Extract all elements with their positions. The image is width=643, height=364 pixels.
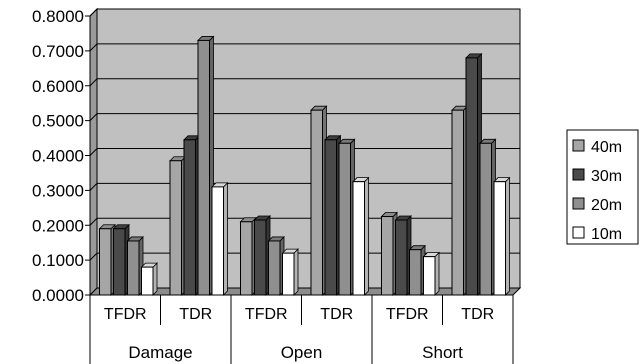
y-tick-label: 0.6000 bbox=[32, 77, 84, 96]
y-tick-label: 0.7000 bbox=[32, 42, 84, 61]
legend-label: 30m bbox=[591, 168, 622, 185]
legend-label: 20m bbox=[591, 197, 622, 214]
y-tick-label: 0.8000 bbox=[32, 7, 84, 26]
x-category-label: TFDR bbox=[245, 306, 288, 323]
legend-swatch bbox=[572, 168, 585, 181]
bar bbox=[479, 138, 497, 296]
x-axis-categories: TFDR TDR TFDR TDR TFDR TDR Damage Open Short bbox=[89, 294, 514, 364]
bar-side bbox=[434, 251, 440, 296]
bar bbox=[324, 134, 342, 296]
legend-swatch bbox=[572, 226, 585, 239]
bar-front bbox=[197, 39, 210, 296]
bar bbox=[493, 176, 511, 296]
x-category-label: TDR bbox=[461, 306, 494, 323]
bar-front bbox=[254, 219, 267, 296]
bar bbox=[338, 138, 356, 296]
y-tick-label: 0.4000 bbox=[32, 147, 84, 166]
bar bbox=[239, 216, 257, 296]
y-tick-label: 0.2000 bbox=[32, 216, 84, 235]
gridline-side bbox=[89, 183, 98, 191]
y-tick-label: 0.5000 bbox=[32, 112, 84, 131]
x-group-label: Short bbox=[422, 343, 463, 362]
legend-swatch bbox=[572, 139, 585, 152]
gridline-side bbox=[89, 113, 98, 121]
x-category-label: TDR bbox=[179, 306, 212, 323]
bar-front bbox=[310, 109, 323, 296]
bar-side bbox=[293, 248, 299, 296]
bar-side bbox=[223, 181, 228, 296]
bar-front bbox=[409, 249, 422, 296]
bar bbox=[197, 35, 215, 296]
bar bbox=[394, 215, 412, 296]
bar-front bbox=[183, 139, 196, 296]
legend: 40m 30m 20m 10m bbox=[566, 129, 639, 245]
bar bbox=[98, 223, 116, 296]
bar-front bbox=[338, 142, 351, 296]
bar bbox=[112, 223, 130, 296]
gridline-side bbox=[89, 148, 98, 156]
bar bbox=[183, 134, 201, 296]
y-tick-label: 0.1000 bbox=[32, 251, 84, 270]
bar-front bbox=[479, 142, 492, 296]
gridlines bbox=[89, 8, 520, 261]
bar bbox=[408, 244, 426, 296]
bar bbox=[422, 251, 440, 296]
bar-side bbox=[364, 176, 369, 296]
bar-side bbox=[505, 176, 510, 296]
x-group-label: Damage bbox=[128, 343, 192, 362]
bar-front bbox=[381, 216, 394, 296]
legend-box bbox=[566, 129, 639, 245]
bar-front bbox=[465, 57, 478, 296]
gridline-side bbox=[89, 252, 98, 261]
bar-front bbox=[141, 266, 154, 296]
legend-label: 40m bbox=[591, 139, 622, 156]
legend-swatch bbox=[572, 197, 585, 210]
bar-front bbox=[240, 221, 253, 296]
bar bbox=[465, 52, 483, 296]
bar bbox=[451, 105, 469, 296]
bar bbox=[253, 215, 271, 296]
bar bbox=[352, 176, 370, 296]
bar bbox=[140, 262, 158, 296]
bar bbox=[211, 181, 229, 296]
bar-front bbox=[99, 228, 112, 296]
bar bbox=[267, 235, 285, 296]
gridline-side bbox=[89, 217, 98, 226]
bar-front bbox=[451, 109, 464, 296]
bar bbox=[380, 211, 398, 296]
gridline-side bbox=[89, 78, 98, 87]
bar-front bbox=[282, 252, 295, 296]
bar-front bbox=[395, 219, 408, 296]
y-tick-label: 0.0000 bbox=[32, 286, 84, 305]
legend-label: 10m bbox=[591, 226, 622, 243]
bar-front bbox=[352, 181, 365, 296]
bar-front bbox=[211, 186, 224, 296]
bar-front bbox=[169, 160, 182, 296]
bar bbox=[310, 105, 328, 296]
bar-front bbox=[423, 256, 436, 296]
bar-front bbox=[113, 228, 126, 296]
x-category-label: TDR bbox=[320, 306, 353, 323]
x-category-label: TFDR bbox=[386, 306, 429, 323]
bar bbox=[169, 155, 187, 296]
bar bbox=[281, 248, 299, 296]
bar-side bbox=[152, 262, 158, 296]
bar-front bbox=[493, 181, 506, 296]
y-tick-label: 0.3000 bbox=[32, 181, 84, 200]
gridline-side bbox=[89, 43, 98, 52]
bar-front bbox=[324, 139, 337, 296]
bar-front bbox=[268, 240, 281, 296]
gridline-side bbox=[89, 8, 98, 17]
x-category-label: TFDR bbox=[104, 306, 147, 323]
bar bbox=[126, 235, 144, 296]
x-group-label: Open bbox=[281, 343, 323, 362]
y-axis-ticks: 0.0000 0.1000 0.2000 0.3000 0.4000 0.5000 0.60… bbox=[32, 7, 91, 305]
bar-front bbox=[127, 240, 140, 296]
